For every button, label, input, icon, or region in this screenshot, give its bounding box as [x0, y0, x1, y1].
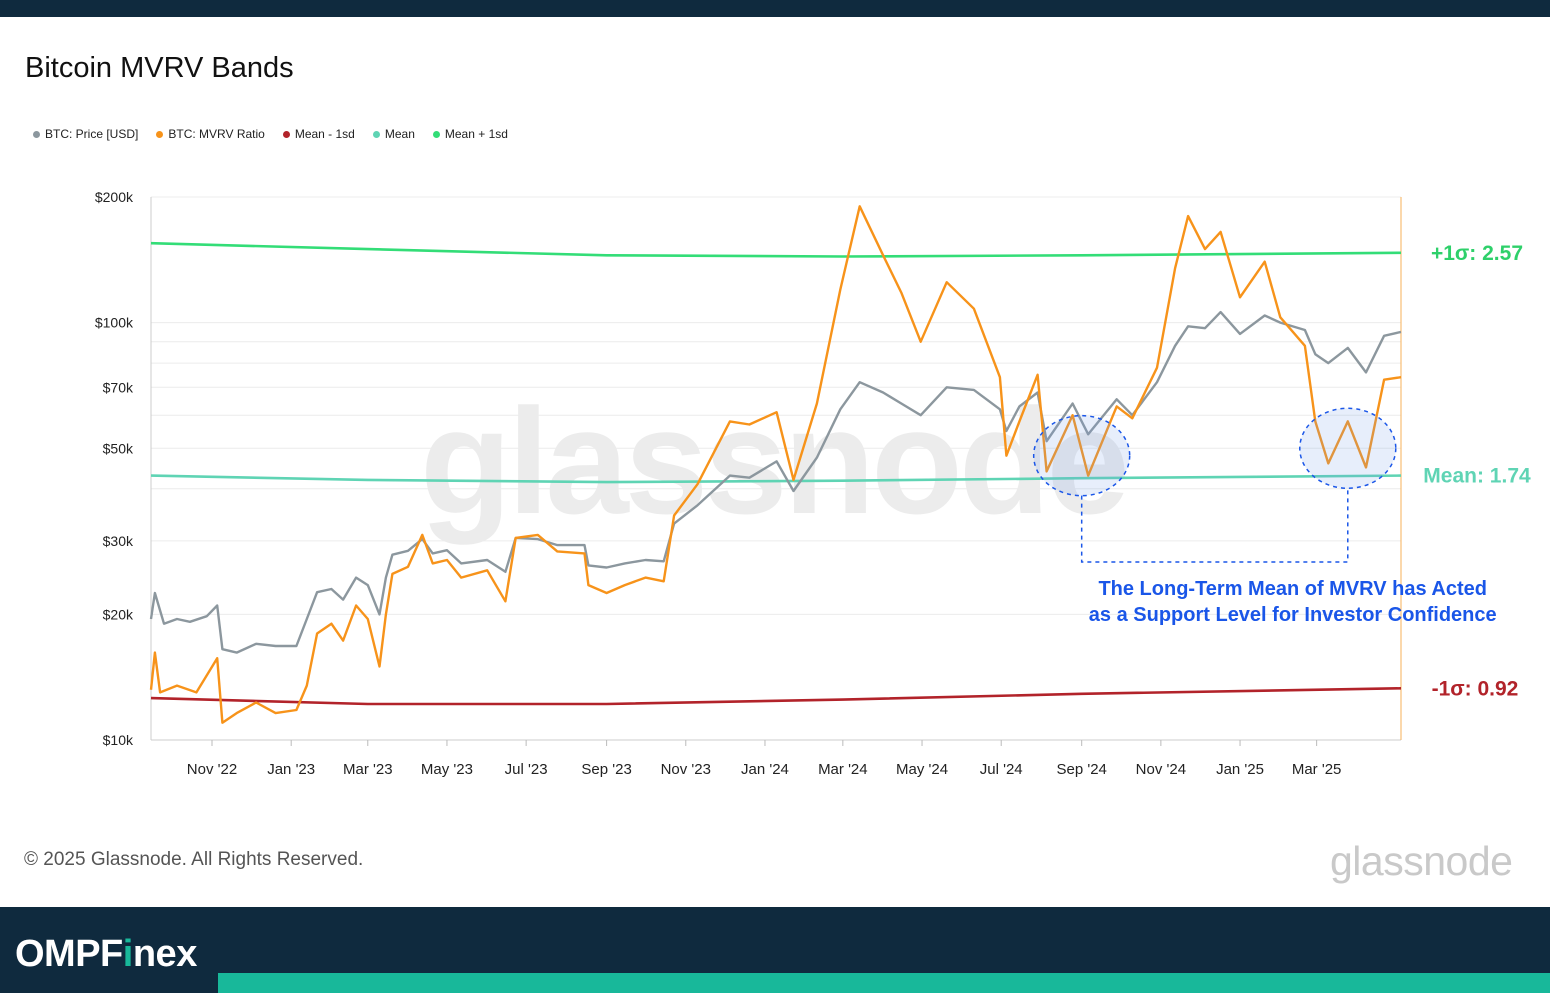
y-tick-label: $70k	[103, 379, 134, 395]
x-tick-label: Jan '23	[267, 761, 315, 778]
x-tick-label: Jan '25	[1216, 761, 1264, 778]
y-tick-label: $20k	[103, 606, 134, 622]
x-axis: Nov '22 Jan '23 Mar '23 May '23 Jul '23 Sep '…	[151, 197, 1402, 778]
y-tick-label: $100k	[95, 315, 134, 331]
x-tick-label: Nov '23	[661, 761, 711, 778]
series-line	[150, 687, 1402, 706]
mvrv-chart: $200k $100k $70k $50k $30k $20k $10k Nov '22 Ja…	[95, 189, 1531, 778]
legend-item[interactable]: Mean	[372, 127, 415, 141]
x-tick-label: Jul '24	[980, 761, 1023, 778]
legend-item[interactable]: Mean - 1sd	[282, 127, 355, 141]
x-tick-label: Mar '23	[343, 761, 393, 778]
grid	[151, 196, 1401, 615]
legend-dot	[432, 130, 440, 138]
x-tick-label: Mar '25	[1292, 761, 1342, 778]
copyright: © 2025 Glassnode. All Rights Reserved.	[24, 849, 364, 870]
legend: BTC: Price [USD] BTC: MVRV Ratio Mean - 1s…	[33, 127, 508, 141]
x-tick-label: Jan '24	[741, 761, 789, 778]
x-tick-label: Nov '24	[1136, 761, 1186, 778]
brand-part2: i	[122, 933, 134, 975]
legend-label: Mean - 1sd	[294, 127, 355, 141]
series-line	[150, 474, 1402, 484]
annotations: +1σ: 2.57 Mean: 1.74 -1σ: 0.92 The Long-Ter…	[1032, 242, 1531, 700]
y-tick-label: $10k	[103, 732, 134, 748]
legend-dot	[372, 130, 380, 138]
series-line	[149, 310, 1402, 654]
annotation-line1: The Long-Term Mean of MVRV has Acted	[1098, 578, 1487, 600]
legend-item[interactable]: BTC: Price [USD]	[33, 127, 138, 141]
brand-logo: OMPFinex	[15, 933, 197, 976]
legend-dot	[282, 130, 290, 138]
x-tick-label: Nov '22	[187, 761, 237, 778]
x-tick-label: Mar '24	[818, 761, 868, 778]
x-tick-label: May '24	[896, 761, 948, 778]
legend-dot	[156, 130, 164, 138]
x-tick-label: May '23	[421, 761, 473, 778]
band-label: Mean: 1.74	[1423, 465, 1531, 488]
series-layer	[149, 205, 1402, 724]
legend-label: BTC: MVRV Ratio	[168, 127, 265, 141]
x-tick-label: Sep '23	[581, 761, 631, 778]
top-bar	[0, 0, 1550, 17]
legend-label: Mean + 1sd	[444, 127, 508, 141]
brand-part1: OMPF	[15, 933, 123, 975]
legend-item[interactable]: Mean + 1sd	[432, 127, 508, 141]
brand-part3: nex	[132, 933, 197, 975]
glassnode-logo: glassnode	[1330, 838, 1513, 884]
y-axis: $200k $100k $70k $50k $30k $20k $10k	[95, 189, 152, 748]
series-line	[150, 241, 1402, 258]
series-line	[149, 205, 1402, 724]
band-label: +1σ: 2.57	[1431, 242, 1523, 265]
y-tick-label: $200k	[95, 189, 134, 205]
legend-item[interactable]: BTC: MVRV Ratio	[156, 127, 265, 141]
annotation-line2: as a Support Level for Investor Confiden…	[1089, 604, 1497, 626]
support-zone-circle	[1032, 414, 1131, 497]
legend-label: BTC: Price [USD]	[45, 127, 139, 141]
y-tick-label: $30k	[103, 533, 134, 549]
support-zone-circle	[1299, 407, 1397, 490]
x-tick-label: Sep '24	[1056, 761, 1106, 778]
legend-label: Mean	[384, 127, 415, 141]
bottom-accent	[218, 973, 1550, 993]
x-tick-label: Jul '23	[505, 761, 548, 778]
support-bracket	[1080, 488, 1349, 563]
chart-title: Bitcoin MVRV Bands	[25, 52, 294, 84]
y-tick-label: $50k	[103, 440, 134, 456]
legend-dot	[33, 130, 40, 138]
band-label: -1σ: 0.92	[1432, 677, 1519, 700]
